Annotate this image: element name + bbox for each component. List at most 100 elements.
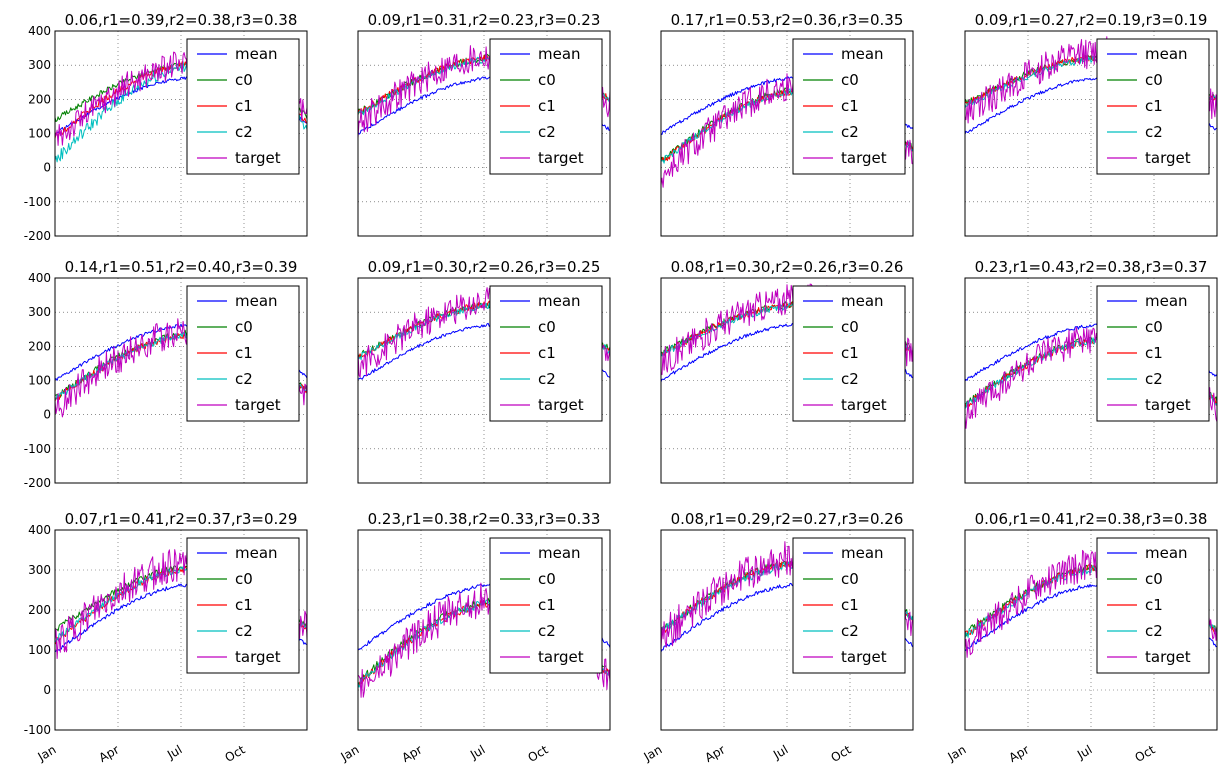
legend-label-c2: c2 [538, 370, 556, 388]
legend-label-mean: mean [235, 45, 278, 63]
legend-label-c0: c0 [1145, 71, 1163, 89]
y-tick-label: 100 [28, 643, 51, 657]
legend-label-c2: c2 [538, 622, 556, 640]
subplot-title: 0.17,r1=0.53,r2=0.36,r3=0.35 [671, 11, 904, 29]
subplot-title: 0.06,r1=0.41,r2=0.38,r3=0.38 [975, 510, 1208, 528]
y-tick-label: 100 [28, 127, 51, 141]
x-tick-label: Jan [641, 742, 665, 764]
legend-label-mean: mean [235, 544, 278, 562]
y-tick-label: 0 [43, 408, 51, 422]
subplot-7: 0.08,r1=0.30,r2=0.26,r3=0.26 mean c0 c1 c2 ta… [660, 258, 914, 484]
legend: mean c0 c1 c2 target [186, 285, 300, 422]
y-tick-label: 300 [28, 58, 51, 72]
plot-frame [964, 277, 1218, 484]
y-tick-label: 300 [28, 563, 51, 577]
legend-label-target: target [1145, 396, 1191, 414]
plot-frame [357, 529, 611, 731]
legend-label-mean: mean [538, 544, 581, 562]
legend-label-c1: c1 [1145, 344, 1163, 362]
legend-label-c1: c1 [841, 97, 859, 115]
legend-label-target: target [235, 396, 281, 414]
legend-label-c2: c2 [1145, 370, 1163, 388]
x-tick-label: Jul [1074, 742, 1094, 762]
legend-label-c2: c2 [841, 123, 859, 141]
y-tick-label: -200 [24, 476, 51, 490]
x-tick-label: Oct [829, 742, 854, 765]
legend: mean c0 c1 c2 target [792, 285, 906, 422]
y-tick-label: 200 [28, 339, 51, 353]
subplot-title: 0.23,r1=0.38,r2=0.33,r3=0.33 [368, 510, 601, 528]
legend-label-mean: mean [235, 292, 278, 310]
subplot-11: 0.08,r1=0.29,r2=0.27,r3=0.26 Jan Apr Jul Oct… [641, 510, 914, 765]
x-tick-label: Oct [1133, 742, 1158, 765]
subplot-title: 0.09,r1=0.27,r2=0.19,r3=0.19 [975, 11, 1208, 29]
legend-label-mean: mean [1145, 544, 1188, 562]
legend-label-target: target [235, 149, 281, 167]
legend-label-c2: c2 [841, 370, 859, 388]
legend-label-c1: c1 [1145, 596, 1163, 614]
legend-box [792, 537, 906, 674]
legend: mean c0 c1 c2 target [1096, 537, 1210, 674]
y-tick-label: 400 [28, 24, 51, 38]
legend-label-target: target [841, 149, 887, 167]
legend-label-mean: mean [1145, 292, 1188, 310]
x-tick-label: Jan [338, 742, 362, 764]
subplot-5: 0.14,r1=0.51,r2=0.40,r3=0.39 -200 -100 0 100… [24, 258, 308, 490]
plot-frame [54, 30, 308, 237]
x-tick-label: Oct [223, 742, 248, 765]
legend-label-c2: c2 [235, 622, 253, 640]
y-tick-label: 200 [28, 603, 51, 617]
subplot-title: 0.14,r1=0.51,r2=0.40,r3=0.39 [65, 258, 298, 276]
y-tick-label: 400 [28, 523, 51, 537]
x-tick-label: Jul [164, 742, 184, 762]
legend-label-c2: c2 [235, 123, 253, 141]
legend-label-c0: c0 [538, 71, 556, 89]
subplot-title: 0.08,r1=0.29,r2=0.27,r3=0.26 [671, 510, 904, 528]
x-tick-label: Oct [526, 742, 551, 765]
subplot-title: 0.06,r1=0.39,r2=0.38,r3=0.38 [65, 11, 298, 29]
legend-label-mean: mean [841, 292, 884, 310]
plot-frame [660, 529, 914, 731]
legend-label-c0: c0 [1145, 570, 1163, 588]
legend-label-c2: c2 [1145, 622, 1163, 640]
legend-label-c0: c0 [841, 318, 859, 336]
legend-label-c0: c0 [538, 570, 556, 588]
legend-label-c2: c2 [1145, 123, 1163, 141]
legend-label-mean: mean [1145, 45, 1188, 63]
plot-frame [660, 277, 914, 484]
x-tick-label: Apr [1007, 742, 1032, 765]
legend-label-target: target [235, 648, 281, 666]
subplot-6: 0.09,r1=0.30,r2=0.26,r3=0.25 mean c0 c1 c2 ta… [357, 258, 611, 484]
subplot-title: 0.23,r1=0.43,r2=0.38,r3=0.37 [975, 258, 1208, 276]
x-tick-label: Jul [467, 742, 487, 762]
x-tick-label: Jan [945, 742, 969, 764]
legend: mean c0 c1 c2 target [489, 537, 603, 674]
y-tick-label: 200 [28, 92, 51, 106]
legend-label-mean: mean [841, 45, 884, 63]
subplot-title: 0.07,r1=0.41,r2=0.37,r3=0.29 [65, 510, 298, 528]
legend-label-target: target [1145, 648, 1191, 666]
legend: mean c0 c1 c2 target [792, 537, 906, 674]
legend-label-target: target [538, 396, 584, 414]
legend-label-c1: c1 [235, 596, 253, 614]
legend: mean c0 c1 c2 target [489, 285, 603, 422]
subplot-12: 0.06,r1=0.41,r2=0.38,r3=0.38 Jan Apr Jul Oct… [945, 510, 1218, 765]
subplot-title: 0.09,r1=0.30,r2=0.26,r3=0.25 [368, 258, 601, 276]
legend-label-c1: c1 [538, 344, 556, 362]
y-tick-label: 100 [28, 374, 51, 388]
legend: mean c0 c1 c2 target [489, 38, 603, 175]
legend-label-c1: c1 [841, 344, 859, 362]
legend-label-target: target [841, 648, 887, 666]
legend: mean c0 c1 c2 target [186, 38, 300, 175]
subplot-4: 0.09,r1=0.27,r2=0.19,r3=0.19 mean c0 c1 c2 ta… [964, 11, 1218, 237]
subplot-3: 0.17,r1=0.53,r2=0.36,r3=0.35 mean c0 c1 c2 ta… [660, 11, 914, 237]
legend-label-target: target [538, 648, 584, 666]
legend-label-c0: c0 [538, 318, 556, 336]
legend-label-c1: c1 [841, 596, 859, 614]
x-tick-label: Jan [35, 742, 59, 764]
subplot-1: 0.06,r1=0.39,r2=0.38,r3=0.38 -200 -100 0 100… [24, 11, 308, 243]
legend-label-mean: mean [538, 292, 581, 310]
x-tick-label: Apr [97, 742, 122, 765]
y-tick-label: -100 [24, 723, 51, 737]
